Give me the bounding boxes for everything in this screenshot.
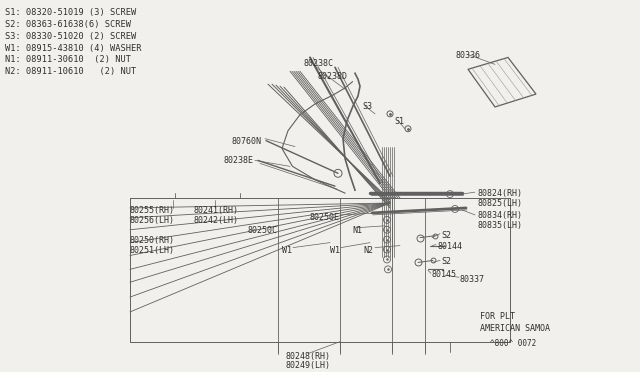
Text: 80238D: 80238D [318, 72, 348, 81]
Text: AMERICAN SAMOA: AMERICAN SAMOA [480, 324, 550, 333]
Text: 80255(RH): 80255(RH) [130, 206, 175, 215]
Text: W1: W1 [282, 246, 292, 254]
Text: 80834(RH): 80834(RH) [477, 211, 522, 220]
Text: W1: W1 [330, 246, 340, 254]
Text: 80144: 80144 [437, 242, 462, 251]
Text: 80250C: 80250C [248, 226, 278, 235]
Text: 80336: 80336 [455, 51, 480, 61]
Text: S3: S3 [362, 102, 372, 111]
Text: 80248(RH): 80248(RH) [285, 352, 330, 360]
Text: N2: 08911-10610   (2) NUT: N2: 08911-10610 (2) NUT [5, 67, 136, 76]
Text: 80241(RH): 80241(RH) [193, 206, 238, 215]
Text: S3: 08330-51020 (2) SCREW: S3: 08330-51020 (2) SCREW [5, 32, 136, 41]
Text: 80250(RH): 80250(RH) [130, 236, 175, 245]
Text: 80238E: 80238E [224, 157, 254, 166]
Text: 80242(LH): 80242(LH) [193, 216, 238, 225]
Text: S1: 08320-51019 (3) SCREW: S1: 08320-51019 (3) SCREW [5, 8, 136, 17]
Text: N1: 08911-30610  (2) NUT: N1: 08911-30610 (2) NUT [5, 55, 131, 64]
Text: 80250E: 80250E [310, 213, 340, 222]
Text: 80256(LH): 80256(LH) [130, 216, 175, 225]
Text: 80835(LH): 80835(LH) [477, 221, 522, 230]
Text: S2: S2 [441, 231, 451, 240]
Text: FOR PLT: FOR PLT [480, 312, 515, 321]
Text: N1: N1 [352, 226, 362, 235]
Text: ^800^ 0072: ^800^ 0072 [490, 339, 536, 348]
Text: S2: S2 [441, 257, 451, 266]
Text: 80249(LH): 80249(LH) [285, 362, 330, 371]
Text: 80238C: 80238C [303, 60, 333, 68]
Text: 80145: 80145 [432, 270, 457, 279]
Text: 80824(RH): 80824(RH) [477, 189, 522, 198]
Text: 80337: 80337 [460, 275, 485, 284]
Text: 80251(LH): 80251(LH) [130, 246, 175, 254]
Text: W1: 08915-43810 (4) WASHER: W1: 08915-43810 (4) WASHER [5, 44, 141, 52]
Text: 80825(LH): 80825(LH) [477, 199, 522, 208]
Text: 80760N: 80760N [232, 137, 262, 146]
Text: N2: N2 [363, 246, 373, 254]
Text: S1: S1 [394, 117, 404, 126]
Text: S2: 08363-61638(6) SCREW: S2: 08363-61638(6) SCREW [5, 20, 131, 29]
